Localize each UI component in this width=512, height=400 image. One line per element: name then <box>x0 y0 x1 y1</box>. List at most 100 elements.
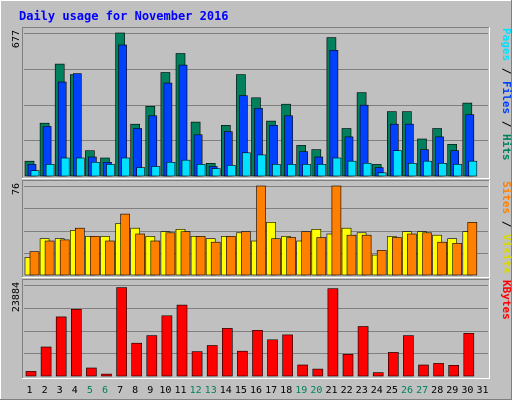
x-tick-label-day-6: 6 <box>102 385 108 396</box>
bar-kbytes-day-17 <box>267 339 278 377</box>
bar-sites-day-21 <box>331 185 342 276</box>
y-axis-max-label: 76 <box>11 183 22 195</box>
bar-pages-day-17 <box>272 164 281 177</box>
bar-pages-day-11 <box>181 159 191 177</box>
hits-files-pages-panel: 677 Pages / Files / Hits <box>11 27 512 179</box>
bar-kbytes-day-3 <box>55 316 67 377</box>
x-tick-label-day-17: 17 <box>265 385 277 396</box>
bar-kbytes-day-30 <box>463 332 475 377</box>
panel-legend: KBytes <box>500 280 512 320</box>
bar-pages-day-2 <box>45 164 55 177</box>
bar-pages-day-24 <box>377 172 387 177</box>
x-tick-label-day-12: 12 <box>190 385 202 396</box>
legend-separator: / <box>500 214 512 234</box>
bar-kbytes-day-28 <box>433 363 444 377</box>
panel-legend: Sites / Visits <box>500 181 512 274</box>
bar-sites-day-13 <box>210 241 221 276</box>
bar-sites-day-1 <box>29 251 40 276</box>
bar-pages-day-10 <box>166 162 176 177</box>
bar-kbytes-day-10 <box>161 315 173 377</box>
x-tick-label-day-23: 23 <box>356 385 368 396</box>
bar-sites-day-5 <box>90 236 100 276</box>
x-tick-label-day-14: 14 <box>220 385 232 396</box>
bar-kbytes-day-18 <box>282 334 293 377</box>
bar-kbytes-day-13 <box>206 345 218 377</box>
x-tick-label-day-25: 25 <box>386 385 398 396</box>
x-tick-label-day-3: 3 <box>57 385 63 396</box>
bar-kbytes-day-6 <box>101 373 112 377</box>
bar-sites-day-23 <box>361 234 372 276</box>
bar-sites-day-6 <box>105 240 115 276</box>
x-tick-label-day-24: 24 <box>371 385 383 396</box>
bar-kbytes-day-22 <box>342 353 354 377</box>
x-tick-label-day-16: 16 <box>250 385 262 396</box>
x-tick-label-day-1: 1 <box>26 385 32 396</box>
bar-pages-day-14 <box>227 165 236 177</box>
bar-sites-day-15 <box>241 231 251 276</box>
bar-pages-day-6 <box>106 164 115 177</box>
legend-kbytes: KBytes <box>500 280 512 320</box>
x-tick-label-day-31: 31 <box>476 385 488 396</box>
bar-sites-day-7 <box>120 213 130 276</box>
bar-pages-day-16 <box>257 154 266 177</box>
legend-files: Files <box>500 81 512 114</box>
x-tick-label-day-22: 22 <box>341 385 353 396</box>
bar-sites-day-14 <box>226 236 236 276</box>
bar-sites-day-16 <box>256 185 266 276</box>
x-tick-label-day-13: 13 <box>205 385 217 396</box>
bar-kbytes-day-19 <box>297 364 309 377</box>
x-tick-label-day-11: 11 <box>174 385 186 396</box>
bar-kbytes-day-15 <box>237 350 248 377</box>
x-tick-label-day-15: 15 <box>235 385 247 396</box>
bar-pages-day-9 <box>151 166 161 177</box>
bar-pages-day-27 <box>423 160 432 177</box>
legend-pages: Pages <box>500 28 512 61</box>
bar-pages-day-15 <box>242 152 251 177</box>
bar-pages-day-3 <box>60 157 70 177</box>
x-tick-label-day-26: 26 <box>401 385 413 396</box>
y-axis-max-label: 23884 <box>11 282 22 312</box>
bar-kbytes-day-9 <box>146 335 158 377</box>
x-tick-label-day-10: 10 <box>159 385 171 396</box>
x-tick-label-day-20: 20 <box>310 385 322 396</box>
bar-pages-day-4 <box>76 157 85 177</box>
x-tick-label-day-27: 27 <box>416 385 428 396</box>
bar-kbytes-day-23 <box>357 326 369 377</box>
bar-kbytes-day-11 <box>176 304 188 377</box>
x-tick-label-day-4: 4 <box>72 385 78 396</box>
bar-kbytes-day-21 <box>327 288 339 377</box>
x-tick-label-day-21: 21 <box>325 385 337 396</box>
bar-sites-day-26 <box>407 233 417 276</box>
x-tick-label-day-29: 29 <box>446 385 458 396</box>
bar-pages-day-29 <box>453 164 463 177</box>
legend-separator: / <box>500 114 512 134</box>
x-tick-label-day-2: 2 <box>42 385 48 396</box>
bar-kbytes-day-5 <box>86 367 97 377</box>
y-axis-max-label: 677 <box>11 30 22 48</box>
bar-pages-day-18 <box>287 164 296 177</box>
bar-kbytes-day-27 <box>418 364 429 377</box>
bar-kbytes-day-16 <box>252 329 263 377</box>
bar-pages-day-28 <box>438 163 447 177</box>
bar-pages-day-7 <box>121 157 130 177</box>
bar-pages-day-19 <box>302 164 312 177</box>
bar-pages-day-22 <box>347 160 357 177</box>
bar-sites-day-29 <box>452 243 463 276</box>
visits-sites-panel: 76 Sites / Visits <box>11 180 512 278</box>
bar-kbytes-day-12 <box>191 351 203 377</box>
panel-legend: Pages / Files / Hits <box>500 28 512 161</box>
bar-sites-day-20 <box>316 237 327 276</box>
x-tick-label-day-28: 28 <box>431 385 443 396</box>
bar-pages-day-21 <box>332 157 342 177</box>
bar-sites-day-2 <box>44 240 55 276</box>
bar-sites-day-22 <box>346 234 357 276</box>
bar-sites-day-25 <box>391 237 402 276</box>
bar-pages-day-8 <box>136 167 145 177</box>
bar-pages-day-23 <box>362 163 372 177</box>
bar-sites-day-28 <box>437 241 447 276</box>
bar-pages-day-25 <box>392 150 402 177</box>
bar-sites-day-24 <box>376 250 387 276</box>
bar-pages-day-13 <box>211 168 221 177</box>
legend-hits: Hits <box>500 134 512 161</box>
